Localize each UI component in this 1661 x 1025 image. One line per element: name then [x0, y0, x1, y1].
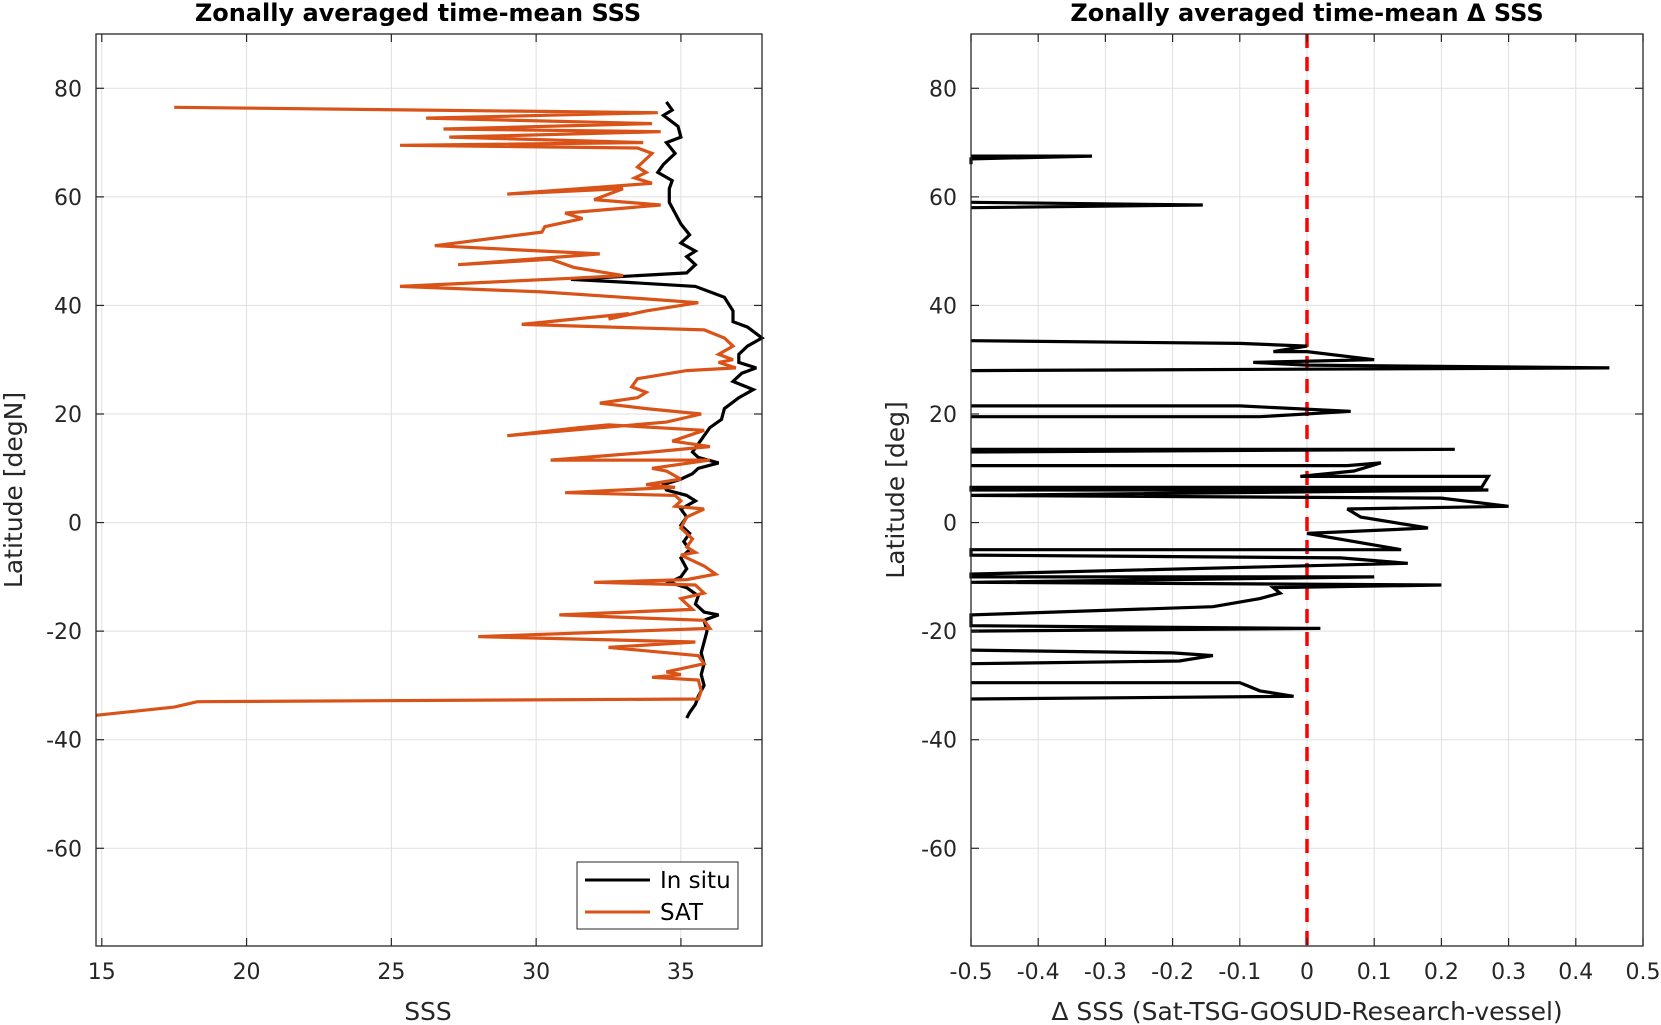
- right-x-axis-label: Δ SSS (Sat-TSG-GOSUD-Research-vessel): [1051, 997, 1562, 1025]
- left-x-tick-label: 20: [233, 960, 261, 985]
- right-chart-title: Zonally averaged time-mean Δ SSS: [1070, 0, 1543, 27]
- right-x-tick-label: -0.4: [1017, 960, 1060, 985]
- left-y-tick-label: 80: [54, 77, 82, 102]
- left-y-tick-label: -40: [46, 729, 82, 754]
- right-series-series-0-line: [969, 461, 1509, 633]
- legend-box: [576, 861, 739, 930]
- right-x-tick-label: -0.3: [1084, 960, 1127, 985]
- right-x-tick-label: 0.3: [1491, 960, 1526, 985]
- legend: In situ SAT: [576, 861, 739, 930]
- left-y-tick-label: 0: [68, 512, 82, 537]
- right-series-series-0-line: [971, 404, 1351, 419]
- left-x-tick-label: 25: [377, 960, 405, 985]
- right-y-tick-label: -60: [921, 837, 957, 862]
- right-x-tick-label: -0.2: [1151, 960, 1194, 985]
- right-series-series-0-line: [970, 681, 1294, 701]
- left-series-in-situ-line: [570, 100, 765, 719]
- right-series: [969, 154, 1610, 701]
- left-ticks: 15 20 25 30 35 80 60 40 20 0 -20 -40 -60: [46, 34, 762, 985]
- left-y-axis-label: Latitude [degN]: [0, 392, 28, 588]
- left-series: [95, 100, 765, 719]
- right-series-series-0-line: [970, 339, 1610, 373]
- right-series-series-0-line: [970, 200, 1203, 210]
- left-grid: [96, 34, 762, 946]
- left-x-axis-label: SSS: [404, 997, 452, 1025]
- right-series-series-0-line: [970, 648, 1214, 666]
- right-x-tick-label: 0: [1300, 960, 1314, 985]
- right-x-tick-label: 0.2: [1424, 960, 1459, 985]
- right-ticks: -0.5 -0.4 -0.3 -0.2 -0.1 0 0.1 0.2 0.3 0.4 0.5 80 60…: [921, 34, 1661, 985]
- right-y-tick-label: 20: [929, 403, 957, 428]
- left-chart-title: Zonally averaged time-mean SSS: [195, 0, 641, 27]
- left-plot-area: [96, 34, 762, 946]
- right-y-tick-label: -40: [921, 729, 957, 754]
- left-x-tick-label: 35: [667, 960, 695, 985]
- right-series-series-0-line: [970, 447, 1455, 454]
- right-y-tick-label: 80: [929, 77, 957, 102]
- left-chart: Zonally averaged time-mean SSS 15 20 25 30 3…: [0, 0, 765, 1025]
- right-y-axis-label: Latitude [deg]: [881, 401, 910, 578]
- left-x-tick-label: 15: [88, 960, 116, 985]
- legend-in-situ-label: In situ: [660, 868, 731, 894]
- left-y-tick-label: -20: [46, 620, 82, 645]
- right-y-tick-label: 0: [943, 512, 957, 537]
- left-x-tick-label: 30: [522, 960, 550, 985]
- right-chart: Zonally averaged time-mean Δ SSS -0.5 -0.…: [881, 0, 1661, 1025]
- right-y-tick-label: 60: [929, 186, 957, 211]
- right-x-tick-label: -0.5: [950, 960, 993, 985]
- right-x-tick-label: 0.4: [1558, 960, 1593, 985]
- right-y-tick-label: -20: [921, 620, 957, 645]
- left-series-sat-line: [95, 105, 737, 717]
- right-x-tick-label: 0.1: [1357, 960, 1392, 985]
- legend-sat-label: SAT: [660, 900, 704, 926]
- right-x-tick-label: 0.5: [1626, 960, 1661, 985]
- right-x-tick-label: -0.1: [1218, 960, 1261, 985]
- right-y-tick-label: 40: [929, 294, 957, 319]
- left-y-tick-label: -60: [46, 837, 82, 862]
- left-plot-border: [95, 33, 763, 947]
- left-y-tick-label: 60: [54, 186, 82, 211]
- left-y-tick-label: 20: [54, 403, 82, 428]
- left-y-tick-label: 40: [54, 294, 82, 319]
